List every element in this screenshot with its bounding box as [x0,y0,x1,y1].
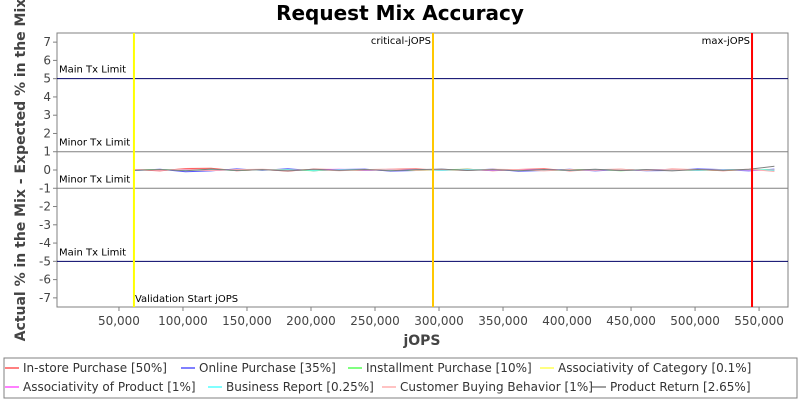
jops-marker-label: max-jOPS [702,36,750,47]
legend-label: Associativity of Category [0.1%] [558,361,751,375]
x-tick-label: 100,000 [158,314,208,328]
y-tick-label: -1 [39,181,51,195]
y-tick-label: 5 [43,72,51,86]
legend-label: Installment Purchase [10%] [366,361,532,375]
legend-label: Online Purchase [35%] [199,361,336,375]
y-tick-label: -4 [39,236,51,250]
y-tick-label: -5 [39,254,51,268]
legend-label: In-store Purchase [50%] [23,361,167,375]
series-line [134,165,775,172]
x-tick-label: 50,000 [98,314,140,328]
y-tick-label: 3 [43,108,51,122]
x-axis-label: jOPS [402,333,440,349]
legend-label: Customer Buying Behavior [1%] [400,380,593,394]
x-tick-label: 400,000 [542,314,592,328]
y-tick-label: 4 [43,90,51,104]
limit-label: Minor Tx Limit [59,174,130,185]
x-tick-label: 200,000 [286,314,336,328]
y-axis-label: Actual % in the Mix - Expected % in the … [13,0,29,341]
chart-title: Request Mix Accuracy [276,1,524,25]
y-tick-label: -6 [39,273,51,287]
legend-label: Business Report [0.25%] [226,380,374,394]
x-tick-label: 500,000 [670,314,720,328]
x-tick-label: 450,000 [606,314,656,328]
x-tick-label: 300,000 [414,314,464,328]
y-tick-label: 7 [43,35,51,49]
y-tick-label: -2 [39,200,51,214]
legend-box [3,357,798,399]
y-tick-label: -3 [39,218,51,232]
y-tick-label: 6 [43,53,51,67]
x-tick-label: 550,000 [734,314,784,328]
y-tick-label: -7 [39,291,51,305]
y-tick-label: 2 [43,126,51,140]
y-tick-label: 1 [43,145,51,159]
jops-marker-label: critical-jOPS [371,36,431,47]
limit-label: Minor Tx Limit [59,138,130,149]
x-tick-label: 250,000 [350,314,400,328]
legend-label: Associativity of Product [1%] [23,380,196,394]
jops-marker-label: Validation Start jOPS [135,294,238,305]
legend-label: Product Return [2.65%] [610,380,751,394]
limit-label: Main Tx Limit [59,65,126,76]
x-tick-label: 150,000 [222,314,272,328]
limit-label: Main Tx Limit [59,247,126,258]
x-tick-label: 350,000 [478,314,528,328]
y-tick-label: 0 [43,163,51,177]
